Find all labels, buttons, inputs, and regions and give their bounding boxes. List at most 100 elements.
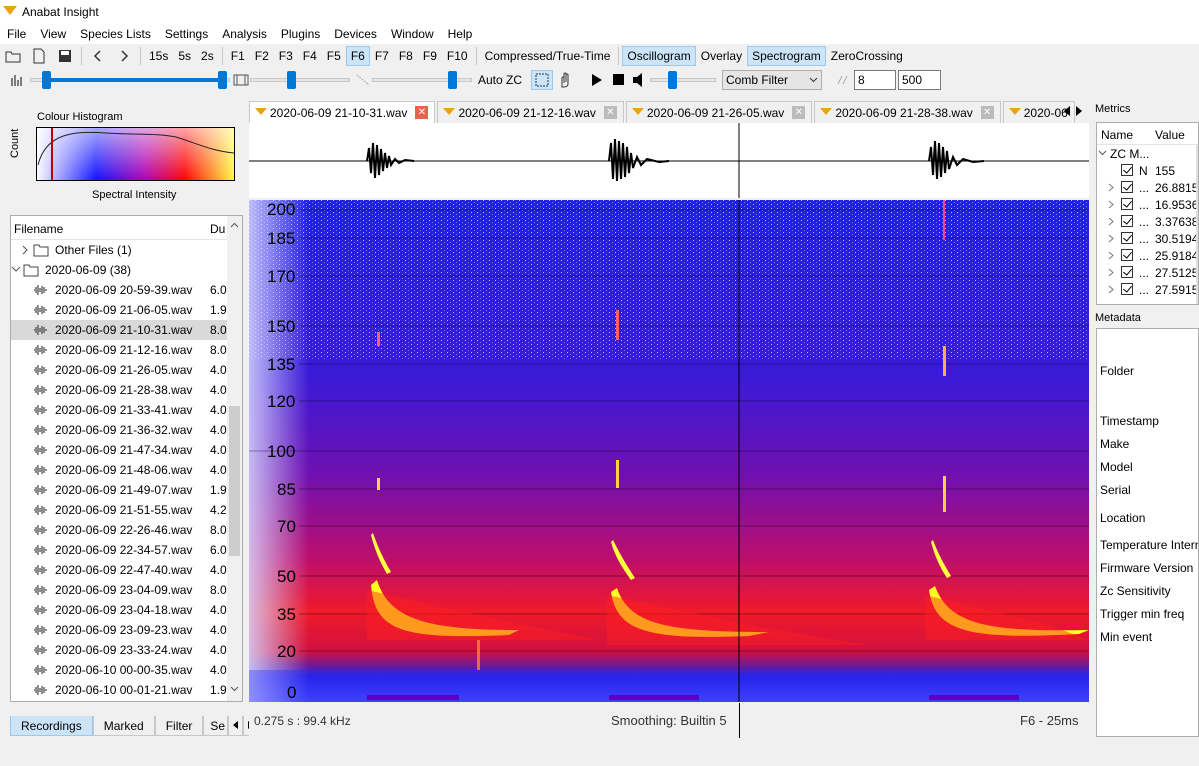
chevron-right-icon[interactable] [1108, 200, 1114, 209]
checkbox[interactable] [1121, 249, 1133, 261]
auto-zc-label[interactable]: Auto ZC [478, 73, 523, 87]
chevron-right-icon[interactable] [1108, 285, 1114, 294]
select-tool-button[interactable] [531, 70, 553, 90]
hand-icon[interactable] [557, 71, 573, 89]
chevron-down-icon[interactable] [1098, 150, 1107, 156]
metric-row[interactable]: ... 30.5194 [1097, 230, 1198, 247]
checkbox[interactable] [1121, 283, 1133, 295]
doc-tab-2[interactable]: 2020-06-09 21-12-16.wav ✕ [437, 101, 624, 123]
duration-2s-button[interactable]: 2s [201, 49, 214, 63]
histogram-icon[interactable] [10, 72, 26, 88]
f6-button[interactable]: F6 [345, 46, 370, 66]
doc-tab-5[interactable]: 2020-06 [1002, 101, 1075, 123]
checkbox[interactable] [1121, 198, 1133, 210]
file-row[interactable]: 2020-06-09 21-36-32.wav 4.0 [11, 420, 242, 440]
zoom-slider-handle[interactable] [287, 71, 296, 89]
oscillogram-view[interactable] [249, 123, 1089, 198]
chevron-right-icon[interactable] [1108, 234, 1114, 243]
menu-help[interactable]: Help [447, 27, 473, 41]
menu-file[interactable]: File [7, 27, 27, 41]
file-row[interactable]: 2020-06-09 21-12-16.wav 8.0 [11, 340, 242, 360]
file-row[interactable]: 2020-06-10 00-01-21.wav 1.9 [11, 680, 242, 700]
tabs-scroll-left[interactable] [228, 716, 244, 736]
metric-row[interactable]: ... 27.5915 [1097, 281, 1198, 298]
overlay-button[interactable]: Overlay [700, 49, 743, 63]
volume-slider[interactable] [650, 78, 716, 82]
tab-marked[interactable]: Marked [92, 716, 155, 736]
f8-button[interactable]: F8 [398, 49, 413, 63]
file-row[interactable]: 2020-06-09 21-06-05.wav 1.9 [11, 300, 242, 320]
f4-button[interactable]: F4 [302, 49, 317, 63]
metric-row[interactable]: ... 3.37638 [1097, 213, 1198, 230]
chevron-right-icon[interactable] [1108, 251, 1114, 260]
close-icon[interactable]: ✕ [603, 106, 617, 119]
column-value[interactable]: Value [1155, 128, 1185, 142]
file-row[interactable]: 2020-06-09 23-04-18.wav 4.0 [11, 600, 242, 620]
film-icon[interactable] [233, 72, 249, 88]
scroll-down-icon[interactable] [230, 686, 239, 692]
tab-recordings[interactable]: Recordings [10, 716, 93, 736]
chevron-left-icon[interactable] [1062, 104, 1072, 118]
file-row[interactable]: 2020-06-09 21-51-55.wav 4.2 [11, 500, 242, 520]
histogram-plot[interactable] [36, 127, 235, 181]
open-file-button[interactable] [26, 46, 52, 66]
f2-button[interactable]: F2 [254, 49, 269, 63]
file-row[interactable]: 2020-06-09 23-33-24.wav 4.0 [11, 640, 242, 660]
file-row[interactable]: 2020-06-09 21-47-34.wav 4.0 [11, 440, 242, 460]
open-folder-button[interactable] [0, 46, 26, 66]
chevron-down-icon[interactable] [11, 265, 21, 273]
file-row[interactable]: 2020-06-09 22-34-57.wav 6.0 [11, 540, 242, 560]
chevron-right-icon[interactable] [1108, 183, 1114, 192]
doc-tab-3[interactable]: 2020-06-09 21-26-05.wav ✕ [625, 101, 813, 123]
chevron-right-icon[interactable] [1108, 217, 1114, 226]
file-row[interactable]: 2020-06-09 21-26-05.wav 4.0 [11, 360, 242, 380]
file-row[interactable]: 2020-06-09 22-47-40.wav 4.0 [11, 560, 242, 580]
stop-icon[interactable] [612, 73, 626, 87]
zerocrossing-button[interactable]: ZeroCrossing [830, 49, 903, 63]
zc-sensitivity-handle[interactable] [448, 71, 457, 89]
chevron-right-icon[interactable] [1074, 104, 1084, 118]
doc-tab-4[interactable]: 2020-06-09 21-28-38.wav ✕ [814, 101, 1001, 123]
compressed-true-time-button[interactable]: Compressed/True-Time [484, 49, 611, 63]
f9-button[interactable]: F9 [422, 49, 437, 63]
file-row[interactable]: 2020-06-09 21-28-38.wav 4.0 [11, 380, 242, 400]
file-row[interactable]: 2020-06-09 23-04-09.wav 8.0 [11, 580, 242, 600]
duration-5s-button[interactable]: 5s [178, 49, 192, 63]
scrollbar-thumb[interactable] [229, 406, 240, 556]
chevron-right-icon[interactable] [21, 245, 29, 255]
gain-slider-max-handle[interactable] [218, 71, 227, 89]
f10-button[interactable]: F10 [446, 49, 468, 63]
speaker-icon[interactable] [632, 72, 646, 88]
doc-tab-1[interactable]: 2020-06-09 21-10-31.wav ✕ [249, 101, 436, 123]
menu-settings[interactable]: Settings [164, 27, 209, 41]
checkbox[interactable] [1121, 266, 1133, 278]
spectrogram-button[interactable]: Spectrogram [747, 46, 826, 66]
column-name[interactable]: Name [1101, 128, 1134, 142]
file-tree-scrollbar[interactable] [227, 216, 242, 701]
column-filename[interactable]: Filename [14, 222, 64, 236]
close-icon[interactable]: ✕ [415, 106, 429, 119]
file-row[interactable]: 2020-06-09 23-09-23.wav 4.0 [11, 620, 242, 640]
metrics-group[interactable]: ZC M... [1097, 145, 1198, 162]
f1-button[interactable]: F1 [230, 49, 245, 63]
metric-row[interactable]: ... 27.5125 [1097, 264, 1198, 281]
checkbox[interactable] [1121, 164, 1133, 176]
menu-devices[interactable]: Devices [334, 27, 377, 41]
duration-15s-button[interactable]: 15s [149, 49, 169, 63]
checkbox[interactable] [1121, 232, 1133, 244]
zoom-slider[interactable] [250, 78, 350, 82]
oscillogram-button[interactable]: Oscillogram [622, 46, 696, 66]
metric-row[interactable]: ... 16.9536 [1097, 196, 1198, 213]
f7-button[interactable]: F7 [374, 49, 389, 63]
file-row[interactable]: 2020-06-09 22-26-46.wav 8.0 [11, 520, 242, 540]
f3-button[interactable]: F3 [278, 49, 293, 63]
file-row[interactable]: 2020-06-09 21-48-06.wav 4.0 [11, 460, 242, 480]
tab-se[interactable]: Se [203, 716, 229, 736]
file-row[interactable]: 2020-06-09 21-10-31.wav 8.0 [11, 320, 242, 340]
folder-other-files[interactable]: Other Files (1) [11, 240, 242, 260]
file-row[interactable]: 2020-06-10 00-00-35.wav 4.0 [11, 660, 242, 680]
close-icon[interactable]: ✕ [792, 106, 806, 119]
file-row[interactable]: 2020-06-09 20-59-39.wav 6.0 [11, 280, 242, 300]
tab-filter[interactable]: Filter [154, 716, 204, 736]
f5-button[interactable]: F5 [326, 49, 341, 63]
